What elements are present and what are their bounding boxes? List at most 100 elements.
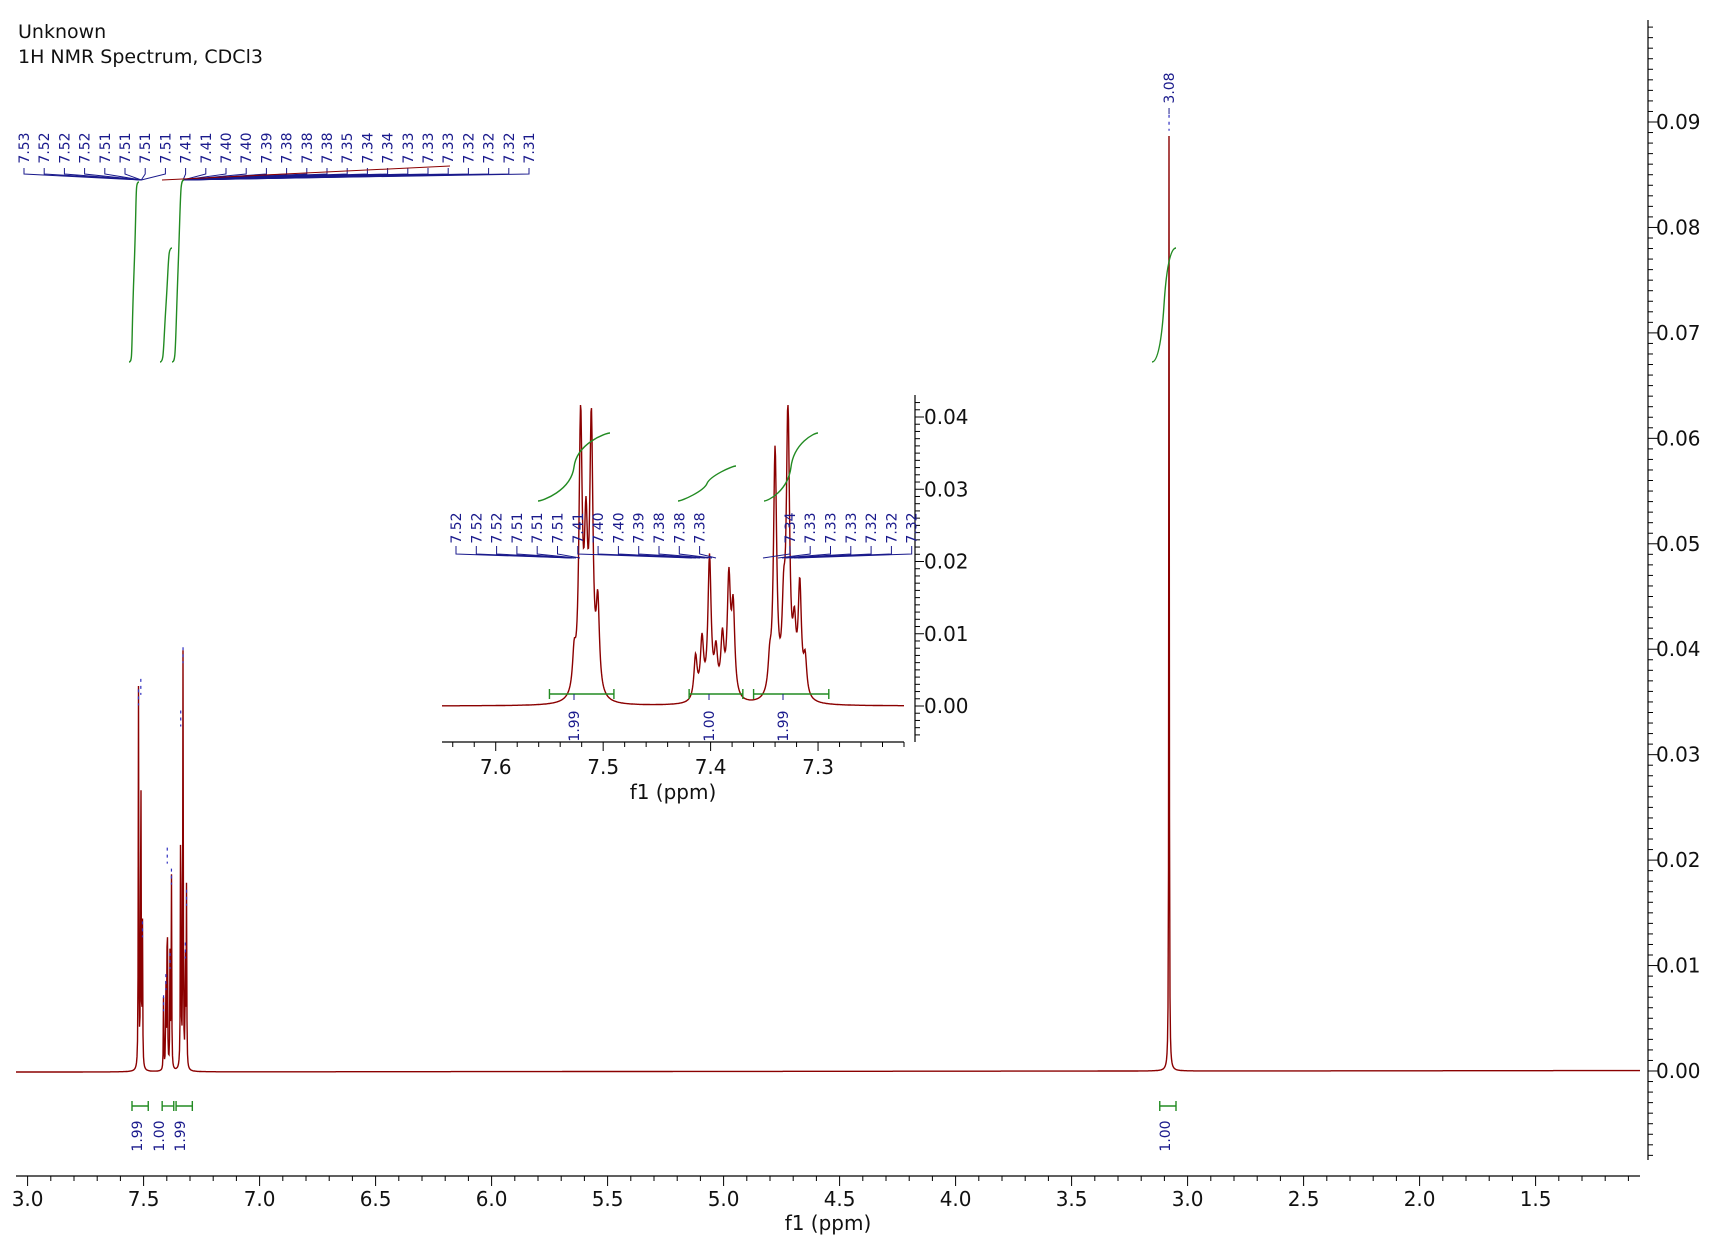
- main-plot: 3.0 7.5 7.0 6.5 6.0 5.5 5.0 4.5 4.0 3.5 3.0 2.5 2.0 1…: [12, 20, 1701, 1235]
- peak-label: 7.51: [158, 132, 174, 163]
- peak-label-bracket: [161, 165, 451, 181]
- inset-peak-label-leader: [496, 546, 573, 559]
- peak-label: 7.51: [118, 132, 134, 163]
- peak-label-leader: [124, 168, 142, 181]
- peak-label-leader: [141, 168, 166, 181]
- inset-peak-label-leader: [781, 546, 831, 559]
- integral-curve: [171, 179, 185, 363]
- y-tick-label: 0.06: [1656, 426, 1701, 450]
- peak-label-leader: [182, 168, 187, 181]
- inset-x-tick-label: 7.4: [695, 755, 727, 779]
- x-tick-label: 3.0: [12, 1187, 44, 1211]
- x-tick-label: 6.5: [360, 1187, 392, 1211]
- peak-label-leader: [84, 168, 142, 181]
- inset-peak-label: 7.52: [469, 512, 485, 543]
- inset-integral-value: 1.00: [702, 710, 718, 741]
- x-tick-label: 6.0: [476, 1187, 508, 1211]
- x-axis-title: f1 (ppm): [785, 1211, 872, 1235]
- inset-peak-label-leader: [638, 546, 706, 559]
- x-tick-label: 4.5: [824, 1187, 856, 1211]
- inset-integral-curve: [677, 465, 737, 502]
- inset-peak-label-leader: [762, 546, 791, 559]
- x-tick-label: 2.5: [1288, 1187, 1320, 1211]
- peak-label: 7.33: [421, 132, 437, 163]
- integral-curve: [159, 247, 173, 363]
- inset-x-axis-title: f1 (ppm): [630, 780, 717, 804]
- inset-peak-label: 7.40: [611, 512, 627, 543]
- inset-peak-label: 7.41: [571, 512, 587, 543]
- inset-peak-label: 7.32: [864, 512, 880, 543]
- integral-value: 1.00: [1158, 1120, 1174, 1151]
- inset-y-tick-label: 0.04: [924, 405, 969, 429]
- inset-peak-label: 7.39: [632, 512, 648, 543]
- inset-peak-label: 7.34: [783, 512, 799, 543]
- peak-label: 7.31: [522, 132, 538, 163]
- inset-peak-label: 7.38: [672, 512, 688, 543]
- y-tick-label: 0.03: [1656, 743, 1701, 767]
- spectrum-trace: [16, 135, 1640, 1073]
- inset-peak-label-leader: [658, 546, 709, 559]
- peak-label: 7.53: [17, 132, 33, 163]
- peak-label-leader: [43, 168, 142, 181]
- y-tick-label: 0.02: [1656, 848, 1701, 872]
- peak-label: 7.41: [179, 132, 195, 163]
- integral-value: 1.00: [152, 1120, 168, 1151]
- inset-peak-label-leader: [678, 546, 713, 559]
- peak-label: 7.34: [381, 132, 397, 163]
- peak-label: 7.40: [239, 132, 255, 163]
- inset-x-tick-label: 7.3: [802, 755, 834, 779]
- inset-peak-label: 7.52: [449, 512, 465, 543]
- integral-curve: [128, 181, 140, 363]
- x-tick-label: 5.0: [708, 1187, 740, 1211]
- y-tick-label: 0.05: [1656, 532, 1701, 556]
- peak-label-leader: [104, 168, 142, 181]
- peak-label: 7.38: [280, 132, 296, 163]
- peak-label: 7.32: [482, 132, 498, 163]
- inset-peak-label: 7.38: [693, 512, 709, 543]
- peak-label: 7.38: [300, 132, 316, 163]
- inset-peak-label: 7.38: [652, 512, 668, 543]
- inset-peak-label: 7.32: [905, 512, 921, 543]
- inset-peak-label-leader: [797, 546, 913, 559]
- inset-peak-label: 7.51: [530, 512, 546, 543]
- inset-integral-value: 1.99: [776, 710, 792, 741]
- x-tick-label: 5.5: [592, 1187, 624, 1211]
- peak-label: 7.33: [441, 132, 457, 163]
- inset-x-tick-label: 7.5: [587, 755, 619, 779]
- inset-peak-label: 7.52: [490, 512, 506, 543]
- peak-label: 7.52: [57, 132, 73, 163]
- inset-peak-label: 7.40: [591, 512, 607, 543]
- inset-peak-label: 7.32: [884, 512, 900, 543]
- integral-value: 1.99: [130, 1120, 146, 1151]
- x-tick-label: 2.0: [1404, 1187, 1436, 1211]
- sample-name: Unknown: [18, 21, 107, 43]
- peak-label-leader: [183, 168, 530, 181]
- inset-peak-label-leader: [777, 546, 811, 559]
- peak-label: 7.39: [259, 132, 275, 163]
- inset-peak-label: 7.33: [803, 512, 819, 543]
- inset-y-tick-label: 0.00: [924, 694, 969, 718]
- peak-label: 7.32: [461, 132, 477, 163]
- x-tick-label: 3.5: [1056, 1187, 1088, 1211]
- x-tick-label: 4.0: [940, 1187, 972, 1211]
- peak-label: 7.38: [320, 132, 336, 163]
- inset-spectrum-trace: [442, 404, 904, 707]
- inset-peak-label: 7.33: [824, 512, 840, 543]
- spectrum-header: Unknown 1H NMR Spectrum, CDCl3: [18, 20, 263, 70]
- peak-label-leader: [63, 168, 142, 181]
- y-tick-label: 0.07: [1656, 321, 1701, 345]
- inset-plot: 0.00 0.01 0.02 0.03 0.04 7.6 7.5 7.4 7.3 f1 (ppm)…: [442, 395, 969, 804]
- inset-peak-label-leader: [617, 546, 701, 559]
- y-tick-label: 0.01: [1656, 954, 1701, 978]
- x-tick-label: 3.0: [1172, 1187, 1204, 1211]
- peak-label-leader: [140, 168, 146, 181]
- peak-label: 7.51: [98, 132, 114, 163]
- peak-label: 7.33: [401, 132, 417, 163]
- experiment-title: 1H NMR Spectrum, CDCl3: [18, 46, 263, 68]
- integral-value: 1.99: [173, 1120, 189, 1151]
- peak-label-single: 3.08: [1162, 72, 1178, 103]
- inset-peak-label: 7.51: [510, 512, 526, 543]
- peak-label: 7.35: [340, 132, 356, 163]
- y-tick-label: 0.04: [1656, 637, 1701, 661]
- peak-label: 7.51: [138, 132, 154, 163]
